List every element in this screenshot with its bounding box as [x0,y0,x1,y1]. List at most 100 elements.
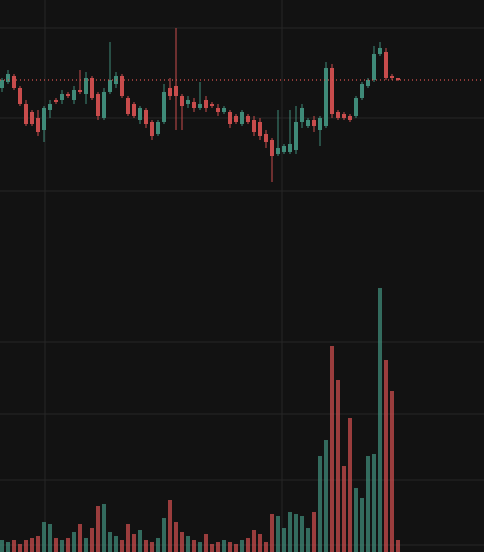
volume-bar [198,542,202,552]
volume-bar [234,544,238,552]
candle-body [300,108,304,122]
candle-body [42,108,46,130]
candle-body [48,104,52,110]
candle-body [90,78,94,98]
candle-body [72,90,76,100]
volume-bar [360,498,364,552]
volume-bar [162,518,166,552]
candle-body [396,78,400,80]
volume-bar [384,360,388,552]
volume-bar [348,418,352,552]
candle-body [228,112,232,124]
volume-bar [108,532,112,552]
volume-bar [90,528,94,552]
volume-bar [288,512,292,552]
candle-body [192,102,196,108]
volume-bar [78,524,82,552]
candle-body [78,90,82,92]
volume-bar [102,504,106,552]
volume-bar [318,456,322,552]
candle-body [144,110,148,124]
candle-body [84,78,88,94]
candle-body [354,98,358,116]
volume-bar [246,538,250,552]
candle-body [54,100,58,102]
volume-bar [312,512,316,552]
volume-bar [54,538,58,552]
volume-bar [336,380,340,552]
volume-bar [96,506,100,552]
volume-bar [258,534,262,552]
candle-body [336,112,340,118]
candle-body [6,74,10,82]
volume-bar [396,540,400,552]
candle-body [390,76,394,78]
candle-body [102,92,106,118]
candle-body [162,92,166,122]
candle-body [138,108,142,120]
volume-bar [156,538,160,552]
volume-bar [186,536,190,552]
candle-body [66,94,70,96]
candle-body [30,112,34,124]
candle-body [372,54,376,80]
candle-body [222,108,226,112]
volume-bar [30,538,34,552]
candle-body [156,122,160,134]
candle-body [258,122,262,136]
volume-bar [210,544,214,552]
volume-bar [252,530,256,552]
candle-body [216,108,220,112]
volume-bar [84,538,88,552]
candle-body [246,116,250,122]
candle-body [360,84,364,98]
volume-bar [204,534,208,552]
candle-body [288,144,292,152]
volume-bar [330,346,334,552]
volume-bar [174,522,178,552]
volume-bar [342,466,346,552]
candle-body [210,104,214,106]
candle-body [186,100,190,104]
candle-body [318,118,322,130]
candle-body [174,86,178,96]
volume-bar [300,516,304,552]
candle-body [120,76,124,96]
candle-body [366,80,370,86]
volume-bar [42,522,46,552]
candle-body [312,120,316,126]
candle-body [180,96,184,106]
candle-body [234,116,238,122]
candle-body [294,122,298,150]
candle-body [24,104,28,124]
volume-bar [60,540,64,552]
candle-body [378,48,382,54]
volume-bar [144,540,148,552]
volume-bar [114,536,118,552]
volume-bar [24,540,28,552]
candle-body [126,98,130,114]
candle-body [204,100,208,108]
volume-bar [294,514,298,552]
candle-body [168,88,172,96]
volume-bar [72,532,76,552]
candle-body [276,148,280,154]
volume-bar [240,540,244,552]
volume-bar [222,540,226,552]
volume-bar [120,540,124,552]
candle-body [0,80,4,88]
volume-bar [228,542,232,552]
volume-bar [354,488,358,552]
volume-bar [276,516,280,552]
volume-bar [0,540,4,552]
candle-body [60,94,64,100]
volume-bar [180,532,184,552]
candle-body [252,120,256,132]
volume-bar [48,524,52,552]
candle-body [342,114,346,118]
volume-bar [324,440,328,552]
volume-bar [216,542,220,552]
